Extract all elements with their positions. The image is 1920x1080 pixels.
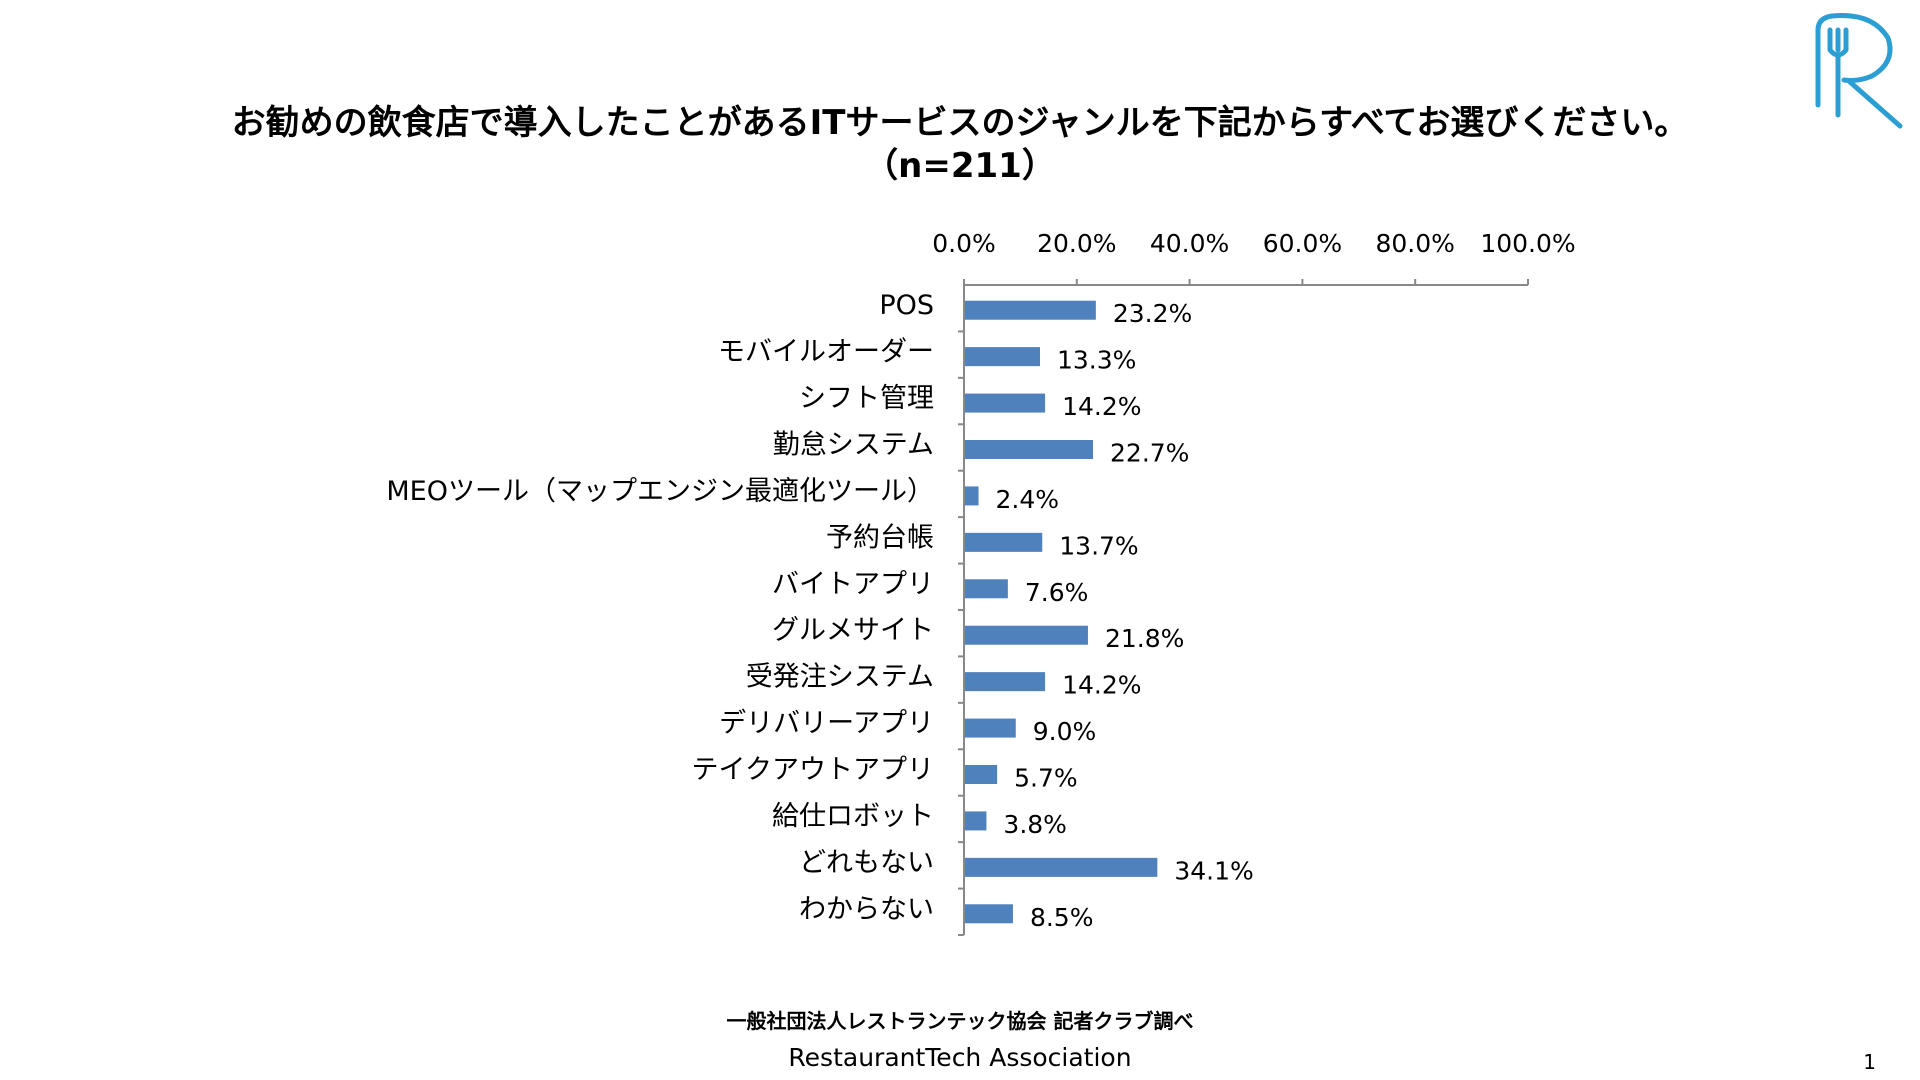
bar <box>965 347 1041 367</box>
category-label: グルメサイト <box>772 615 934 646</box>
category-label: バイトアプリ <box>772 569 934 600</box>
category-label: テイクアウトアプリ <box>692 755 934 786</box>
category-label: 勤怠システム <box>773 430 934 461</box>
bar <box>965 440 1094 459</box>
bar <box>965 532 1043 552</box>
data-label: 9.0% <box>1033 717 1097 746</box>
bar <box>965 765 998 784</box>
data-label: 3.8% <box>1003 810 1067 839</box>
data-label: 22.7% <box>1110 439 1189 468</box>
bar <box>965 393 1046 413</box>
bar <box>965 625 1088 645</box>
category-label: わからない <box>799 894 934 925</box>
chart-subtitle-sample-size: （n=211） <box>864 146 1056 186</box>
data-label: 14.2% <box>1062 392 1141 421</box>
data-label: 34.1% <box>1174 856 1253 885</box>
x-tick-label: 80.0% <box>1375 229 1454 258</box>
category-label: どれもない <box>799 847 934 878</box>
bar-chart: 0.0% 20.0% 40.0% 60.0% 80.0% 100.0% POS 23.2% モバ… <box>386 229 1576 936</box>
data-label: 13.3% <box>1057 346 1136 375</box>
data-label: 7.6% <box>1025 578 1089 607</box>
category-label: モバイルオーダー <box>718 337 934 368</box>
data-label: 21.8% <box>1105 624 1184 653</box>
category-label: 受発注システム <box>746 662 934 693</box>
data-label: 14.2% <box>1062 671 1141 700</box>
organization-name: RestaurantTech Association <box>788 1043 1132 1072</box>
category-label: POS <box>879 290 934 321</box>
category-label: 給仕ロボット <box>772 801 934 832</box>
source-note: 一般社団法人レストランテック協会 記者クラブ調べ <box>726 1009 1194 1033</box>
data-label: 2.4% <box>996 485 1060 514</box>
x-tick-label: 40.0% <box>1150 229 1229 258</box>
x-tick-label: 20.0% <box>1037 229 1116 258</box>
restaurant-r-logo-icon <box>1815 12 1903 129</box>
bar <box>965 300 1096 320</box>
data-label: 8.5% <box>1030 903 1094 932</box>
bar <box>965 579 1008 599</box>
bar <box>965 672 1046 692</box>
category-label: MEOツール（マップエンジン最適化ツール） <box>386 476 934 507</box>
x-tick-label: 100.0% <box>1480 229 1575 258</box>
bar <box>965 486 979 506</box>
data-label: 23.2% <box>1113 299 1192 328</box>
page-number: 1 <box>1863 1050 1876 1074</box>
bar <box>965 904 1013 924</box>
category-label: デリバリーアプリ <box>719 708 934 739</box>
x-tick-label: 0.0% <box>932 229 996 258</box>
data-label: 5.7% <box>1014 764 1078 793</box>
category-label: シフト管理 <box>799 383 934 414</box>
data-label: 13.7% <box>1059 531 1138 560</box>
bar <box>965 811 987 831</box>
bar <box>965 857 1158 877</box>
category-label: 予約台帳 <box>826 522 934 553</box>
chart-title: お勧めの飲食店で導入したことがあるITサービスのジャンルを下記からすべてお選びく… <box>231 103 1689 143</box>
bar <box>965 718 1016 738</box>
x-tick-label: 60.0% <box>1263 229 1342 258</box>
